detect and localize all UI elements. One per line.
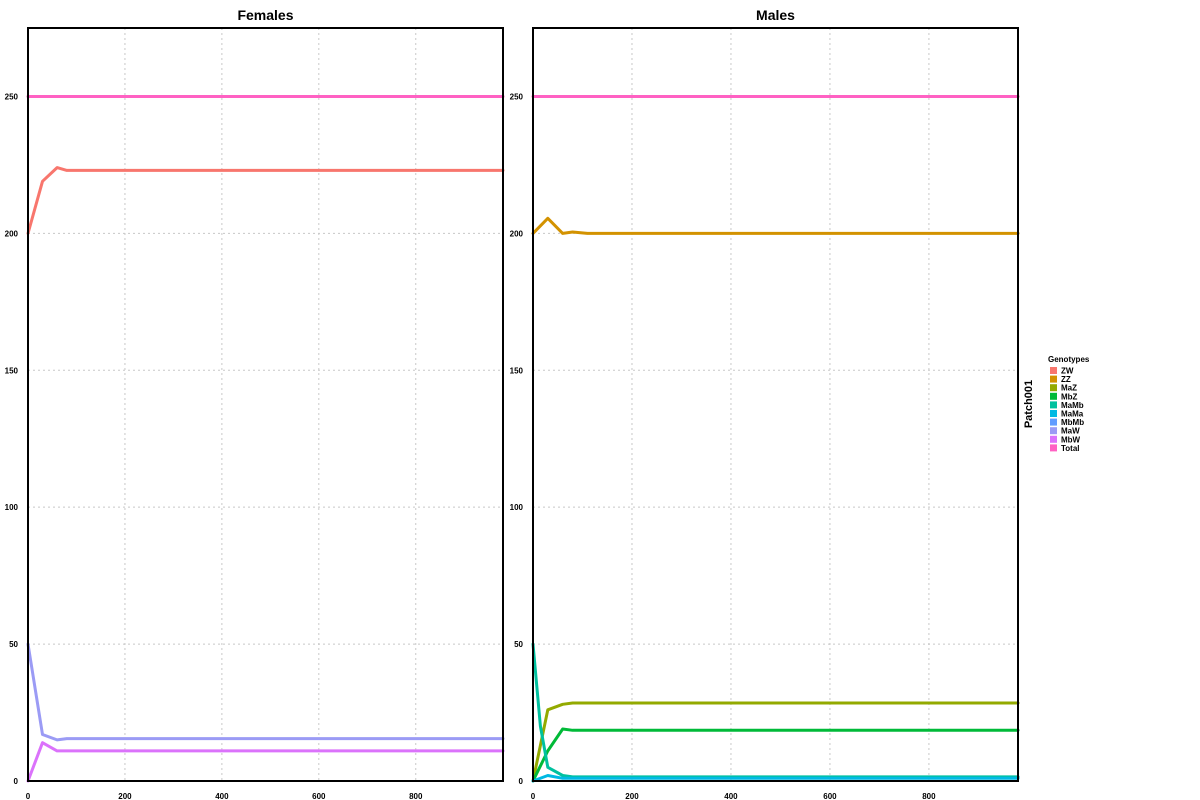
legend-label-mama: MaMa <box>1061 410 1084 419</box>
legend-key-total <box>1050 444 1057 452</box>
legend-key-mbmb <box>1050 418 1057 426</box>
males-y-tick-label: 200 <box>510 229 524 238</box>
legend-key-zz <box>1050 375 1057 383</box>
females-y-tick-label: 0 <box>14 777 19 786</box>
females-x-tick-label: 800 <box>409 792 423 800</box>
legend-key-maw <box>1050 427 1057 435</box>
legend-key-mbz <box>1050 392 1057 400</box>
legend-label-mbmb: MbMb <box>1061 418 1084 427</box>
males-x-tick-label: 600 <box>823 792 837 800</box>
legend-key-mbw <box>1050 435 1057 443</box>
legend-title: Genotypes <box>1048 355 1090 364</box>
legend-label-maz: MaZ <box>1061 384 1077 393</box>
legend-key-zw <box>1050 367 1057 374</box>
females-y-tick-label: 200 <box>5 229 19 238</box>
panel-males: Males 0 200 400 600 800 0 50 100 150 200 250 <box>510 7 1020 800</box>
panel-females: Females 0 200 400 600 800 0 50 100 150 200 250 <box>5 7 505 800</box>
males-y-tick-label: 150 <box>510 366 524 375</box>
males-y-tick-label: 0 <box>519 777 524 786</box>
males-x-tick-label: 400 <box>724 792 738 800</box>
males-series-mama <box>531 774 1020 783</box>
females-y-tick-label: 250 <box>5 92 19 101</box>
legend-key-maz <box>1050 384 1057 392</box>
legend-label-zz: ZZ <box>1061 375 1071 384</box>
strip-label: Patch001 <box>1023 380 1035 428</box>
females-y-tick-label: 100 <box>5 503 19 512</box>
legend-key-mama <box>1050 410 1057 417</box>
legend-label-mbz: MbZ <box>1061 392 1078 401</box>
legend-label-total: Total <box>1061 444 1080 453</box>
females-series-maw <box>26 642 505 742</box>
females-x-tick-label: 0 <box>26 792 31 800</box>
females-series-mbw <box>26 741 505 783</box>
males-panel-border <box>532 27 1019 782</box>
females-title: Females <box>237 7 293 23</box>
males-y-tick-label: 100 <box>510 503 524 512</box>
males-y-tick-label: 50 <box>514 640 523 649</box>
legend: Genotypes ZWZZMaZMbZMaMbMaMaMbMbMaWMbWTo… <box>1048 355 1090 453</box>
males-series-zz <box>531 216 1020 235</box>
males-series-mbz <box>531 727 1020 783</box>
males-series-maz <box>531 701 1020 783</box>
males-x-tick-label: 200 <box>625 792 639 800</box>
males-x-tick-label: 800 <box>922 792 936 800</box>
legend-key-mamb <box>1050 401 1057 409</box>
legend-label-mamb: MaMb <box>1061 401 1084 410</box>
legend-label-mbw: MbW <box>1061 435 1081 444</box>
females-x-tick-label: 600 <box>312 792 326 800</box>
legend-label-zw: ZW <box>1061 367 1074 376</box>
females-panel-border <box>27 27 504 782</box>
legend-label-maw: MaW <box>1061 427 1080 436</box>
males-x-tick-label: 0 <box>531 792 536 800</box>
males-y-tick-label: 250 <box>510 92 524 101</box>
females-series-zw <box>26 166 505 235</box>
females-x-tick-label: 200 <box>118 792 132 800</box>
males-series-mamb <box>531 642 1020 779</box>
females-y-tick-label: 50 <box>9 640 18 649</box>
males-title: Males <box>756 7 795 23</box>
females-x-tick-label: 400 <box>215 792 229 800</box>
females-y-tick-label: 150 <box>5 366 19 375</box>
